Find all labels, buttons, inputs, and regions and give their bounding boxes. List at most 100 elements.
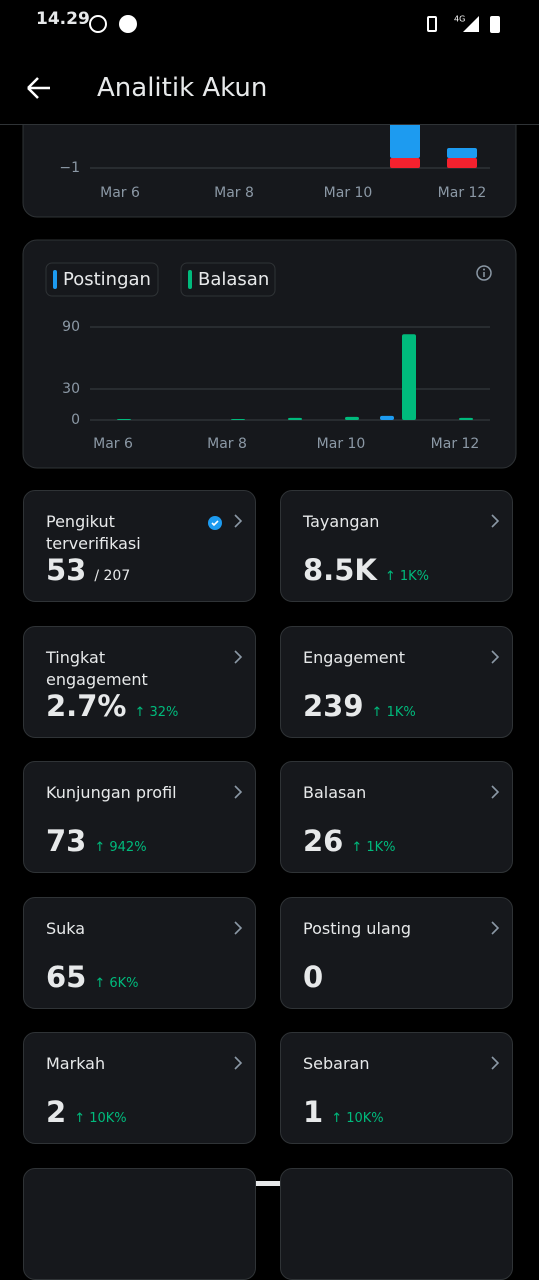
card-label: Engagement [303, 647, 406, 667]
card-value-row: 2 ↑ 10K% [46, 1095, 127, 1129]
card-value-row: 26 ↑ 1K% [303, 824, 396, 858]
info-icon[interactable] [476, 265, 492, 281]
back-button[interactable] [27, 77, 50, 99]
card-value-row: 53 / 207 [46, 553, 130, 587]
y-tick-label: 30 [62, 381, 80, 397]
x-tick-label: Mar 10 [317, 436, 366, 452]
card-label: Tingkat engagement [46, 647, 148, 689]
y-tick-label: −1 [59, 160, 80, 176]
chevron [234, 920, 243, 935]
change-value: 6K% [109, 975, 139, 991]
card-label: Kunjungan profil [46, 783, 177, 802]
card-value-row: 73 ↑ 942% [46, 824, 147, 858]
card-label: Balasan [303, 783, 367, 802]
stat-card[interactable]: Tingkat engagement 2.7% ↑ 32% [23, 625, 256, 738]
card-value: 53 [46, 553, 87, 587]
chevron [234, 514, 243, 528]
bar [345, 416, 359, 420]
page-title: Analitik Akun [97, 73, 268, 103]
change-value: 10K% [346, 1111, 384, 1126]
card-label: Posting ulang [303, 918, 411, 938]
stat-card[interactable]: Kunjungan profil 73 ↑ 942% [23, 761, 256, 873]
network-label: 4G [454, 15, 465, 24]
card-label: Tayangan [303, 512, 380, 531]
chevron [491, 514, 500, 528]
stat-card[interactable]: Tayangan 8.5K ↑ 1K% [280, 490, 513, 602]
card-change: ↑ 1K% [351, 840, 396, 855]
card-change: ↑ 942% [94, 840, 147, 855]
bar [231, 418, 245, 420]
card-extra: / 207 [94, 568, 131, 584]
bar [390, 118, 420, 158]
card-label: Suka [46, 918, 86, 938]
card[interactable] [280, 1168, 513, 1280]
chevron [234, 649, 243, 664]
card-change: ↑ 32% [134, 704, 179, 720]
clock: 14.29 [36, 9, 90, 29]
card-value-row: 1 ↑ 10K% [303, 1095, 384, 1129]
battery-icon [490, 16, 500, 33]
card-value: 73 [46, 824, 87, 858]
card-value-row: 2.7% ↑ 32% [46, 689, 178, 723]
y-tick-label: 90 [62, 319, 80, 335]
card-value: 65 [46, 959, 87, 994]
change-value: 1K% [399, 569, 430, 584]
change-value: 1K% [366, 840, 396, 855]
bar [447, 148, 477, 158]
stat-card[interactable]: Posting ulang 0 [280, 896, 513, 1009]
card-label: Pengikut terverifikasi [46, 512, 141, 553]
chart-card [22, 239, 517, 469]
stat-card[interactable]: Engagement 239 ↑ 1K% [280, 625, 513, 738]
change-value: 1K% [386, 704, 416, 720]
chevron [234, 785, 243, 799]
header-icons: 4G [27, 15, 500, 99]
change-value: 942% [109, 840, 147, 855]
legend-item[interactable] [180, 262, 276, 297]
card-value-row: 65 ↑ 6K% [46, 960, 139, 994]
change-value: 10K% [89, 1111, 127, 1126]
header: 14.29 4G Analitik Akun [0, 0, 539, 125]
bar [380, 415, 394, 420]
stat-card[interactable]: Balasan 26 ↑ 1K% [280, 761, 513, 873]
whatsapp-icon [89, 15, 107, 33]
card-value: 239 [303, 688, 364, 723]
x-tick-label: Mar 12 [431, 436, 480, 452]
bar [402, 334, 416, 420]
legend-label: Balasan [198, 269, 269, 290]
chevron [491, 649, 500, 664]
card-value: 8.5K [303, 553, 377, 587]
chevron [491, 920, 500, 935]
card-label: Markah [46, 1054, 106, 1073]
card-change: ↑ 10K% [74, 1111, 127, 1126]
legend-item[interactable] [45, 262, 159, 297]
verified-badge [208, 516, 222, 530]
stat-card[interactable]: Suka 65 ↑ 6K% [23, 896, 256, 1009]
stat-card[interactable]: Pengikut terverifikasi 53 / 207 [23, 490, 256, 602]
legend-swatch [188, 270, 192, 289]
vibrate-icon [427, 16, 437, 32]
card-value-row: 239 ↑ 1K% [303, 689, 416, 723]
x-tick-label: Mar 8 [214, 185, 254, 201]
x-tick-label: Mar 10 [324, 185, 373, 201]
card-change: ↑ 6K% [94, 975, 139, 991]
card[interactable] [23, 1168, 256, 1280]
app-icon [119, 15, 137, 33]
stat-card[interactable]: Sebaran 1 ↑ 10K% [280, 1032, 513, 1144]
card-value: 1 [303, 1095, 324, 1129]
change-value: 32% [149, 704, 179, 720]
signal-icon [463, 16, 479, 32]
stat-card[interactable]: Markah 2 ↑ 10K% [23, 1032, 256, 1144]
bar [447, 158, 477, 168]
x-tick-label: Mar 6 [100, 185, 140, 201]
x-tick-label: Mar 12 [438, 185, 487, 201]
card-change: ↑ 1K% [384, 569, 430, 584]
bar [390, 158, 420, 168]
bar [288, 417, 302, 420]
card-value: 2 [46, 1095, 67, 1129]
y-tick-label: 0 [71, 412, 80, 428]
card-value: 0 [303, 959, 324, 994]
bar [117, 418, 131, 420]
card-label: Sebaran [303, 1054, 370, 1073]
card-value-row: 8.5K ↑ 1K% [303, 553, 429, 587]
